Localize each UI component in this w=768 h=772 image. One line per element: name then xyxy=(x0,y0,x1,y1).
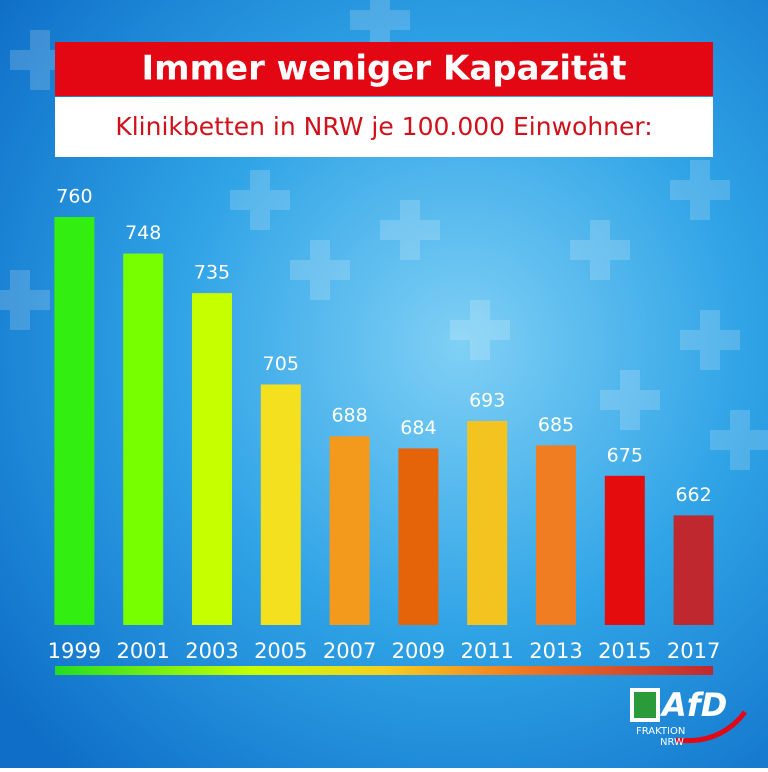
value-label: 760 xyxy=(56,186,92,208)
logo-emblem-inner xyxy=(634,692,656,718)
x-tick-label: 2011 xyxy=(460,639,513,663)
subtitle-box xyxy=(55,97,713,157)
value-label: 748 xyxy=(125,222,161,244)
x-tick-label: 2003 xyxy=(185,639,238,663)
bar xyxy=(398,448,439,625)
logo-line2: NRW xyxy=(660,737,684,748)
value-label: 735 xyxy=(194,262,230,284)
x-tick-label: 2013 xyxy=(529,639,582,663)
x-tick-label: 2007 xyxy=(323,639,376,663)
x-tick-label: 2001 xyxy=(116,639,169,663)
bar xyxy=(536,445,576,625)
gradient-strip xyxy=(55,666,713,675)
value-label: 693 xyxy=(469,390,505,412)
logo-name: AfD xyxy=(659,686,727,724)
x-tick-label: 2009 xyxy=(392,639,445,663)
value-label: 705 xyxy=(263,353,299,375)
value-label: 684 xyxy=(400,417,436,439)
value-label: 662 xyxy=(675,484,711,506)
bar xyxy=(123,253,164,626)
value-label: 685 xyxy=(538,414,574,436)
x-tick-label: 2015 xyxy=(598,639,651,663)
chart-subtitle: Klinikbetten in NRW je 100.000 Einwohner… xyxy=(115,112,652,141)
bar xyxy=(260,384,301,625)
bar xyxy=(54,217,95,625)
bar xyxy=(192,293,232,625)
logo-swoosh xyxy=(675,710,747,744)
logo-line1: FRAKTION xyxy=(636,726,685,737)
chart-title: Immer weniger Kapazität xyxy=(142,49,627,89)
logo: AfD FRAKTION NRW xyxy=(630,686,747,748)
value-label: 688 xyxy=(331,405,367,427)
bar xyxy=(467,421,508,625)
value-label: 675 xyxy=(607,444,643,466)
x-tick-label: 2017 xyxy=(667,639,720,663)
x-tick-label: 1999 xyxy=(48,639,101,663)
bar xyxy=(604,475,645,625)
x-tick-label: 2005 xyxy=(254,639,307,663)
bar xyxy=(673,515,714,625)
bar xyxy=(329,436,370,625)
title-box xyxy=(55,42,713,96)
